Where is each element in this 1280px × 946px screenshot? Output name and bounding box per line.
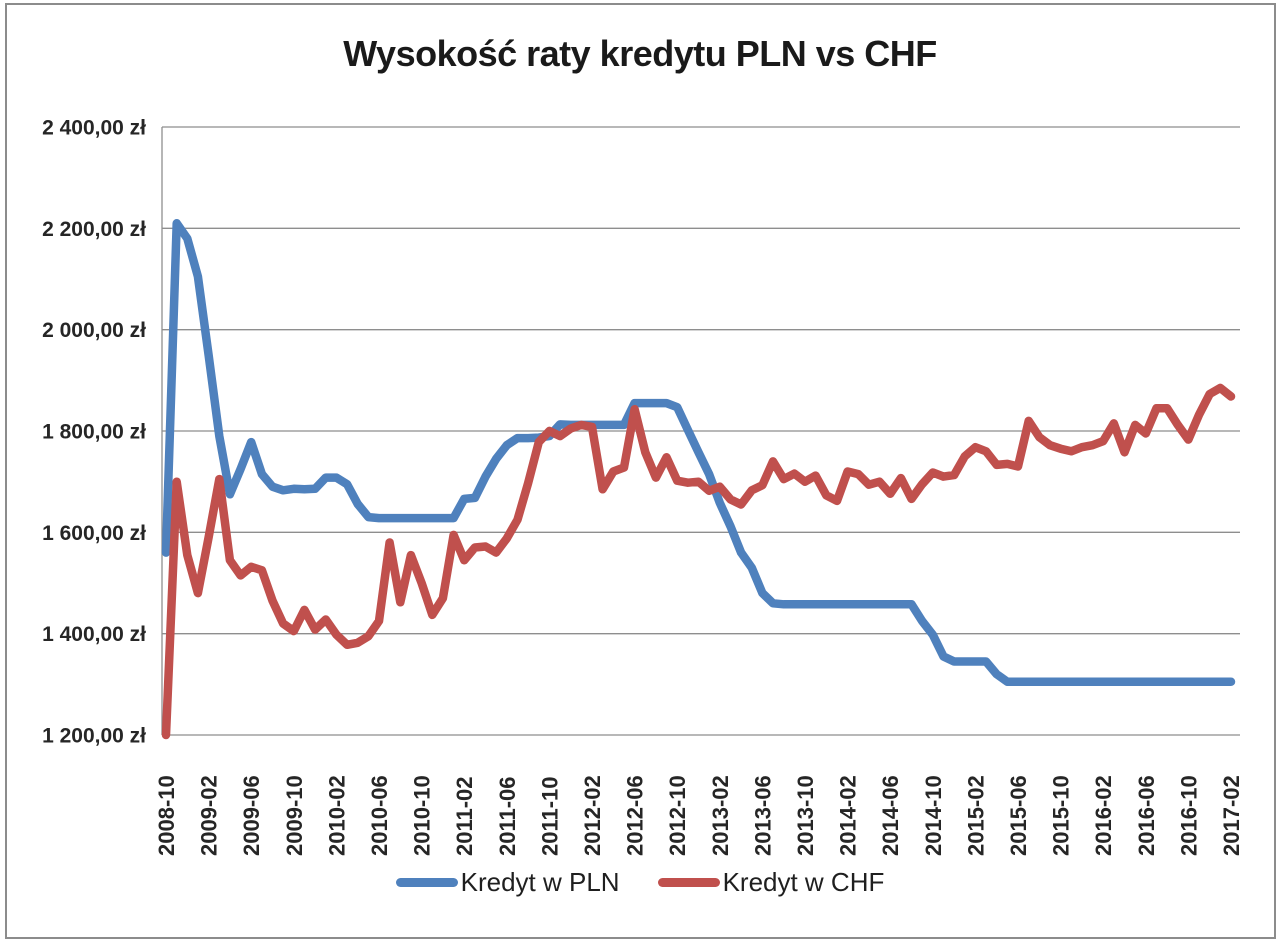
x-axis-tick-label: 2013-06 (750, 775, 775, 856)
legend: Kredyt w PLN Kredyt w CHF (0, 867, 1280, 898)
x-axis-tick-label: 2011-02 (452, 776, 477, 856)
x-axis-tick-label: 2012-06 (623, 775, 648, 856)
x-axis-tick-label: 2009-02 (197, 775, 222, 856)
legend-label-pln: Kredyt w PLN (460, 867, 620, 897)
legend-label-chf: Kredyt w CHF (722, 867, 885, 897)
x-axis-tick-label: 2011-10 (537, 776, 562, 856)
pln-series-swatch-icon (395, 878, 458, 887)
x-axis-tick-label: 2012-02 (580, 775, 605, 856)
chart-title: Wysokość raty kredytu PLN vs CHF (343, 33, 937, 74)
y-axis-tick-label: 1 200,00 zł (42, 725, 146, 748)
x-axis-tick-label: 2015-10 (1049, 775, 1074, 856)
series-line-kredyt-w-chf (161, 383, 1236, 740)
x-axis-tick-label: 2013-10 (793, 775, 818, 856)
x-axis-tick-label: 2017-02 (1219, 775, 1244, 856)
x-axis-tick-label: 2010-06 (367, 775, 392, 856)
x-axis-tick-label: 2016-02 (1091, 775, 1116, 856)
x-axis-tick-label: 2008-10 (154, 775, 179, 856)
y-axis-tick-label: 2 200,00 zł (42, 218, 146, 241)
x-axis-tick-label: 2014-10 (921, 775, 946, 856)
x-axis-tick-label: 2014-02 (836, 775, 861, 856)
legend-item-kredyt-w-pln: Kredyt w PLN (395, 867, 620, 898)
y-axis-tick-label: 2 000,00 zł (42, 319, 146, 342)
x-axis-tick-label: 2015-06 (1006, 775, 1031, 856)
y-axis-tick-label: 1 600,00 zł (42, 522, 146, 545)
x-axis-tick-label: 2009-06 (239, 775, 264, 856)
y-axis-tick-label: 1 400,00 zł (42, 623, 146, 646)
chf-series-swatch-icon (657, 878, 720, 887)
legend-item-kredyt-w-chf: Kredyt w CHF (657, 867, 885, 898)
x-axis-tick-label: 2010-10 (410, 775, 435, 856)
y-axis-tick-label: 2 400,00 zł (42, 117, 146, 140)
series-line-kredyt-w-pln (161, 219, 1236, 687)
x-axis-tick-label: 2014-06 (878, 775, 903, 856)
x-axis-tick-label: 2016-06 (1134, 775, 1159, 856)
x-axis-tick-label: 2016-10 (1176, 775, 1201, 856)
x-axis-tick-label: 2011-06 (495, 776, 520, 856)
y-axis-tick-label: 1 800,00 zł (42, 421, 146, 444)
x-axis-tick-label: 2010-02 (324, 775, 349, 856)
x-axis-tick-label: 2009-10 (282, 775, 307, 856)
x-axis-tick-label: 2012-10 (665, 775, 690, 856)
x-axis-tick-label: 2015-02 (963, 775, 988, 856)
x-axis-tick-label: 2013-02 (708, 775, 733, 856)
